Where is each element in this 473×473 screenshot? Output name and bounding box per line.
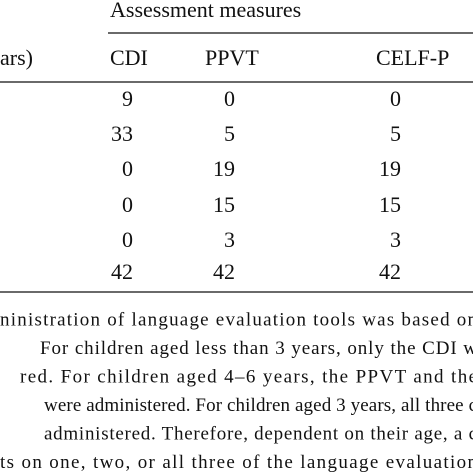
column-header: CDI [110,45,148,70]
cell: 0 [122,192,133,217]
footnote-line: ts on one, two, or all three of the lang… [0,452,473,473]
footnote-line: For children aged less than 3 years, onl… [40,338,473,359]
footnote-line: were administered. For children aged 3 y… [44,395,473,416]
cell: 19 [213,156,235,181]
cell: 3 [224,227,235,252]
cell: 15 [379,192,401,217]
footnote-line: administered. Therefore, dependent on th… [44,423,473,444]
cell: 0 [122,227,133,252]
cell: 42 [379,259,401,284]
cell: 15 [213,192,235,217]
cell: 0 [390,86,401,111]
cell: 5 [224,121,235,146]
cell: 3 [390,227,401,252]
cell: 33 [111,121,133,146]
cell: 9 [122,86,133,111]
cell: 42 [111,259,133,284]
column-header: CELF-P [376,45,449,70]
cell: 0 [122,156,133,181]
cell: 5 [390,121,401,146]
footnote-line: red. For children aged 4–6 years, the PP… [20,366,473,387]
cell: 19 [379,156,401,181]
column-header: ars) [0,45,33,70]
cell: 0 [224,86,235,111]
cell: 42 [213,259,235,284]
group-header: Assessment measures [110,0,301,22]
footnote-line: ninistration of language evaluation tool… [0,309,473,330]
column-header: PPVT [205,45,259,70]
